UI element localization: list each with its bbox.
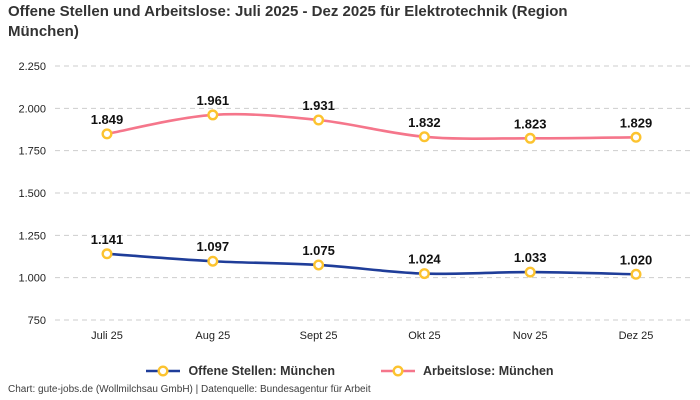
data-point-arbeitslose-m-nchen [101,128,113,140]
legend-item-offene-stellen-m-nchen: Offene Stellen: München [146,364,335,378]
data-label-offene-stellen-m-nchen: 1.020 [620,252,653,267]
y-axis-tick-label: 2.000 [18,103,46,115]
legend-marker-icon [146,365,181,377]
series-line-offene-stellen-m-nchen [105,252,638,276]
legend-circle [157,365,169,377]
data-label-arbeitslose-m-nchen: 1.823 [514,116,547,131]
x-axis-tick-label: Aug 25 [195,330,230,342]
footer-credit: Chart: gute-jobs.de (Wollmilchsau GmbH) … [8,384,371,395]
y-axis-tick-label: 2.250 [18,61,46,73]
legend-label: Offene Stellen: München [188,364,335,378]
legend: Offene Stellen: München Arbeitslose: Münc… [0,361,700,381]
data-point-arbeitslose-m-nchen [630,131,642,143]
x-axis-tick-label: Nov 25 [513,330,548,342]
y-axis-tick-label: 1.000 [18,273,46,285]
y-axis-tick-label: 750 [28,315,46,327]
legend-item-arbeitslose-m-nchen: Arbeitslose: München [380,364,554,378]
data-label-arbeitslose-m-nchen: 1.832 [408,115,441,130]
y-axis-tick-label: 1.250 [18,230,46,242]
data-point-offene-stellen-m-nchen [207,255,219,267]
x-axis-tick-label: Okt 25 [408,330,440,342]
chart-title: Offene Stellen und Arbeitslose: Juli 202… [8,3,568,40]
data-label-arbeitslose-m-nchen: 1.961 [197,93,230,108]
data-point-offene-stellen-m-nchen [313,259,325,271]
data-point-offene-stellen-m-nchen [101,248,113,260]
data-label-offene-stellen-m-nchen: 1.141 [91,232,124,247]
data-label-offene-stellen-m-nchen: 1.033 [514,250,547,265]
legend-marker-icon [380,365,415,377]
data-label-arbeitslose-m-nchen: 1.829 [620,115,653,130]
data-label-arbeitslose-m-nchen: 1.931 [302,98,335,113]
data-point-arbeitslose-m-nchen [313,114,325,126]
x-axis-tick-label: Dez 25 [619,330,654,342]
data-point-arbeitslose-m-nchen [418,131,430,143]
series-line-arbeitslose-m-nchen [105,112,638,140]
data-label-offene-stellen-m-nchen: 1.075 [302,243,335,258]
x-axis-tick-label: Sept 25 [300,330,338,342]
data-label-offene-stellen-m-nchen: 1.097 [197,239,230,254]
y-axis-tick-label: 1.500 [18,188,46,200]
data-point-offene-stellen-m-nchen [418,268,430,280]
x-axis-tick-label: Juli 25 [91,330,123,342]
y-axis-tick-label: 1.750 [18,146,46,158]
legend-circle [392,365,404,377]
data-point-offene-stellen-m-nchen [630,268,642,280]
data-point-arbeitslose-m-nchen [207,109,219,121]
data-label-arbeitslose-m-nchen: 1.849 [91,112,124,127]
data-label-offene-stellen-m-nchen: 1.024 [408,252,441,267]
data-point-arbeitslose-m-nchen [524,132,536,144]
legend-label: Arbeitslose: München [422,364,554,378]
data-point-offene-stellen-m-nchen [524,266,536,278]
